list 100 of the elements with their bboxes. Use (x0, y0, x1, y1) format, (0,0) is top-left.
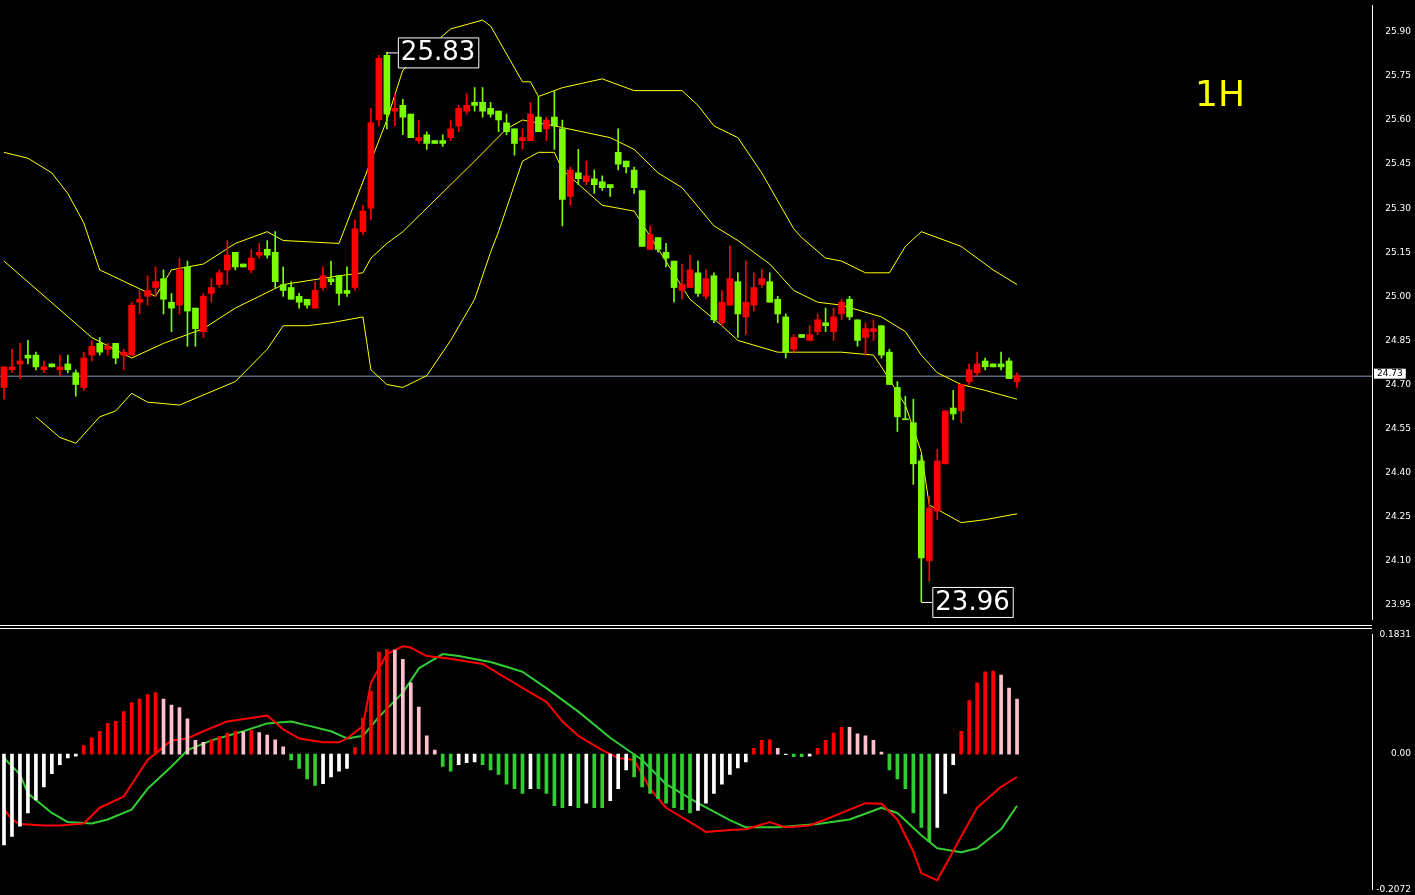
y-tick-label: 25.15 (1385, 246, 1411, 257)
bar (408, 682, 413, 755)
candlestick (949, 390, 957, 421)
bar (353, 747, 357, 755)
bar (424, 735, 429, 755)
y-tick-label: 24.85 (1385, 334, 1411, 345)
y-tick-label: 24.55 (1385, 422, 1411, 433)
bar (672, 753, 676, 809)
bar (26, 753, 30, 814)
bar (943, 753, 948, 794)
bar (592, 753, 597, 809)
bar (712, 753, 716, 794)
bar (305, 753, 309, 780)
bar (951, 753, 956, 765)
bar (704, 753, 708, 804)
bar (991, 670, 995, 755)
bar (648, 753, 652, 794)
bar (432, 749, 437, 755)
bar (361, 717, 365, 755)
bar (385, 649, 389, 755)
bar (1007, 687, 1011, 755)
bar (337, 753, 341, 772)
y-tick-label: 24.25 (1385, 511, 1411, 522)
bar (999, 674, 1003, 755)
annotation: 1H (1195, 73, 1245, 114)
bar (401, 658, 405, 755)
bar (736, 753, 740, 769)
y-tick-label: 25.75 (1385, 70, 1411, 81)
bar (249, 730, 254, 755)
bar (42, 753, 46, 788)
candlestick (678, 263, 686, 300)
candlestick (343, 266, 351, 297)
bar (369, 691, 373, 755)
ref-line-label: 24.73 (1377, 368, 1403, 379)
text: 23.96 (935, 585, 1010, 616)
y-tick-label: 24.70 (1385, 378, 1412, 389)
bar (759, 740, 764, 755)
text: 25.83 (400, 36, 476, 67)
bar (959, 730, 964, 755)
candlestick (327, 260, 335, 285)
bar (576, 753, 581, 809)
bar (377, 651, 381, 755)
bar (81, 745, 86, 755)
bar (34, 753, 38, 801)
bar (321, 753, 325, 784)
bar (791, 753, 796, 758)
candlestick (391, 93, 399, 127)
bar (18, 753, 22, 827)
bar (233, 730, 238, 755)
bar (329, 753, 333, 778)
bar (273, 739, 278, 755)
y-tick-label: 25.45 (1385, 158, 1411, 169)
y-tick-label: 23.95 (1385, 599, 1411, 610)
y-tick-label: -0.2072 (1376, 883, 1411, 894)
bar (50, 753, 54, 775)
bar (58, 753, 62, 765)
bar (448, 753, 453, 772)
candlestick (415, 119, 423, 144)
bar (935, 753, 940, 828)
bar (751, 747, 756, 755)
y-tick-label: 25.30 (1385, 202, 1412, 213)
bar (1015, 698, 1019, 755)
bar (744, 753, 748, 763)
bar (105, 723, 110, 755)
bar (10, 753, 14, 837)
y-tick-label: 0.1831 (1379, 628, 1411, 639)
bar (632, 753, 636, 778)
bar (313, 753, 317, 786)
bar (616, 753, 621, 790)
bar (696, 753, 700, 811)
bar (720, 753, 724, 785)
bar (257, 732, 262, 755)
bar (416, 706, 421, 755)
bar (767, 739, 772, 755)
y-tick-label: 24.40 (1385, 467, 1412, 478)
y-tick-label: 24.10 (1385, 555, 1412, 566)
bar (584, 753, 589, 804)
bar (975, 682, 979, 755)
bar (600, 753, 605, 809)
bar (656, 753, 660, 799)
bar (664, 753, 668, 804)
bar (983, 671, 987, 755)
bar (289, 753, 293, 761)
y-tick-label: 25.90 (1385, 26, 1412, 37)
y-tick-label: 25.60 (1385, 114, 1412, 125)
bar (624, 753, 628, 771)
bar (688, 753, 692, 814)
bar (680, 753, 684, 811)
candlestick (574, 149, 582, 185)
bar (640, 753, 644, 788)
bar (297, 753, 301, 769)
bar (2, 753, 6, 846)
candlestick (582, 160, 590, 185)
bar (919, 753, 924, 828)
bar (967, 700, 971, 755)
bar (265, 734, 270, 755)
y-tick-label: 0.00 (1390, 748, 1412, 759)
bar (345, 753, 349, 769)
bar (927, 753, 932, 843)
bar (440, 753, 445, 767)
